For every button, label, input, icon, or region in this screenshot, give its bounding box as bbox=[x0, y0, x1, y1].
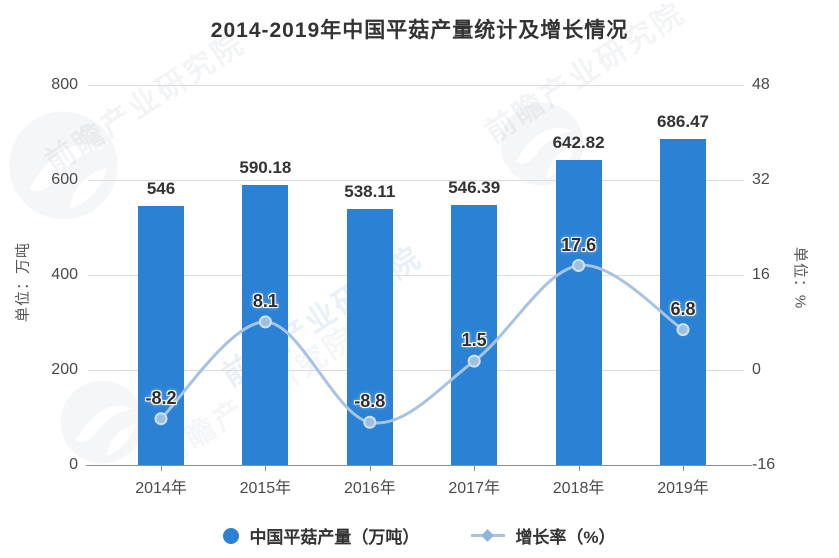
x-axis-label: 2016年 bbox=[343, 480, 396, 497]
x-axis-tick bbox=[683, 465, 684, 471]
x-axis-label: 2018年 bbox=[552, 480, 605, 497]
left-axis-tick-label: 800 bbox=[51, 76, 78, 93]
bar-value-label: 686.47 bbox=[657, 111, 709, 131]
gridline bbox=[88, 84, 744, 86]
x-axis-tick bbox=[578, 465, 580, 471]
growth-line-path bbox=[159, 263, 685, 425]
chart-title: 2014-2019年中国平菇产量统计及增长情况 bbox=[210, 19, 629, 42]
x-axis-label: 2014年 bbox=[135, 480, 187, 497]
growth-value-label: 1.5 bbox=[461, 330, 487, 351]
x-axis-label: 2019年 bbox=[657, 480, 709, 497]
x-axis-label: 2015年 bbox=[239, 480, 292, 497]
left-axis-tick-label: 0 bbox=[69, 456, 78, 473]
growth-value-label: 6.8 bbox=[670, 298, 696, 319]
x-axis-tick bbox=[161, 465, 162, 471]
bar bbox=[138, 205, 184, 465]
growth-value-label: 8.1 bbox=[252, 290, 278, 311]
growth-value-label: -8.2 bbox=[145, 387, 177, 408]
legend: 中国平菇产量（万吨） 增长率（%） bbox=[0, 523, 839, 548]
right-axis-tick-label: 0 bbox=[752, 361, 761, 378]
bar bbox=[242, 184, 289, 465]
left-axis-tick-label: 200 bbox=[51, 361, 78, 378]
gridline bbox=[88, 369, 744, 371]
legend-item-growth: 增长率（%） bbox=[471, 523, 616, 548]
bar-value-label: 546 bbox=[146, 178, 176, 198]
watermark-globe-icon bbox=[9, 111, 118, 220]
bar-value-label: 642.82 bbox=[552, 132, 605, 152]
right-axis-tick-label: 16 bbox=[752, 266, 770, 283]
bar-value-label: 590.18 bbox=[239, 157, 292, 177]
x-axis-label: 2017年 bbox=[448, 480, 500, 497]
bar-value-label: 538.11 bbox=[344, 182, 396, 202]
x-axis-tick bbox=[474, 465, 476, 471]
right-axis-tick-label: 48 bbox=[752, 76, 770, 93]
left-axis-tick-label: 400 bbox=[51, 266, 78, 283]
x-axis-line bbox=[86, 464, 752, 466]
bar bbox=[555, 159, 602, 465]
legend-line-diamond-marker-icon bbox=[471, 529, 506, 542]
x-axis-tick bbox=[265, 465, 267, 471]
gridline bbox=[88, 274, 744, 276]
growth-value-label: 17.6 bbox=[561, 234, 597, 255]
right-axis-tick-label: 32 bbox=[752, 171, 770, 188]
left-axis-tick-label: 600 bbox=[51, 171, 78, 188]
bar-value-label: 546.39 bbox=[448, 178, 501, 198]
legend-label-production: 中国平菇产量（万吨） bbox=[249, 528, 420, 547]
x-axis-tick bbox=[369, 465, 371, 471]
bar bbox=[346, 209, 393, 465]
legend-diamond-icon bbox=[481, 529, 495, 542]
growth-value-label: -8.8 bbox=[354, 391, 386, 412]
legend-item-production: 中国平菇产量（万吨） bbox=[223, 523, 419, 548]
gridline bbox=[88, 179, 744, 181]
legend-label-growth: 增长率（%） bbox=[515, 528, 616, 547]
legend-circle-marker-icon bbox=[223, 527, 240, 544]
right-axis-tick-label: -16 bbox=[752, 456, 776, 473]
